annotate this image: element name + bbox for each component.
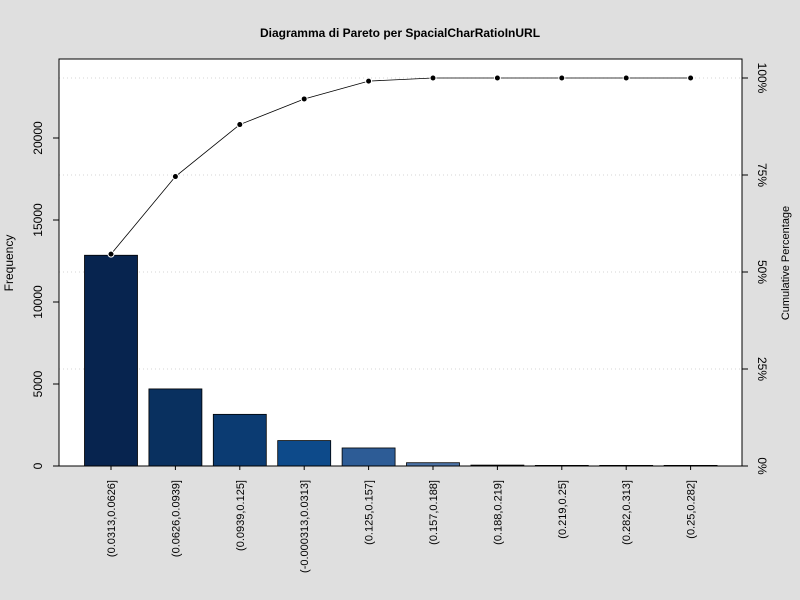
y2-tick-label: 50% [755,260,769,284]
cumulative-line [107,74,695,258]
bar [341,447,396,467]
x-category-label: (0.25,0.282] [686,480,698,539]
x-category-label: (0.282,0.313] [621,480,633,545]
cumulative-point [493,74,501,82]
plot-frame [58,58,743,467]
x-axis-labels: (0.0313,0.0626] (0.0626,0.0939] (0.0939,0.… [106,466,698,573]
y-tick-label: 5000 [31,370,45,397]
x-category-label: (0.188,0.219] [492,480,504,545]
bar [277,440,332,467]
y-tick-label: 0 [31,462,45,469]
cumulative-point [300,95,308,103]
cumulative-point [365,77,373,85]
bars [84,254,718,467]
cumulative-point [558,74,566,82]
left-axis: 0 5000 10000 15000 20000 [31,121,59,469]
x-category-label: (-0.000313,0.0313] [299,480,311,573]
x-category-label: (0.0313,0.0626] [106,480,118,557]
y-tick-label: 10000 [31,285,45,319]
cumulative-polyline [110,77,691,255]
x-category-label: (0.219,0.25] [557,480,569,539]
y2-tick-label: 0% [755,457,769,475]
cumulative-point [687,74,695,82]
x-category-label: (0.0626,0.0939] [170,480,182,557]
y-tick-label: 15000 [31,203,45,237]
x-category-label: (0.0939,0.125] [235,480,247,551]
bar [84,254,138,467]
cumulative-point [236,121,244,129]
right-axis: 0% 25% 50% 75% 100% [742,63,769,475]
y2-tick-label: 100% [755,63,769,94]
cumulative-point [429,74,437,82]
y2-tick-label: 75% [755,163,769,187]
cumulative-point [622,74,630,82]
bar [212,413,267,467]
cumulative-point [171,173,179,181]
y-axis-title: Frequency [2,235,16,292]
bar [148,388,203,467]
x-category-label: (0.125,0.157] [364,480,376,545]
chart-title: Diagramma di Pareto per SpacialCharRatio… [260,26,540,40]
y2-axis-title: Cumulative Percentage [780,206,792,320]
cumulative-point [107,250,115,258]
x-category-label: (0.157,0.188] [428,480,440,545]
y2-tick-label: 25% [755,357,769,381]
y-tick-label: 20000 [31,121,45,155]
